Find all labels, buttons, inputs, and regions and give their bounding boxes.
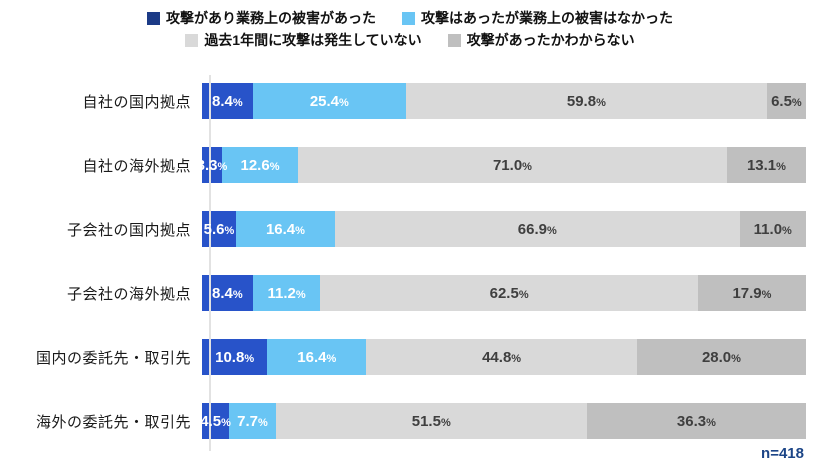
legend-swatch (402, 11, 415, 25)
segment-label: 11.0% (753, 220, 792, 238)
bar-segment: 16.4% (235, 211, 336, 247)
bar-row: 自社の国内拠点 8.4% 25.4% 59.8% 6.5% (0, 69, 820, 133)
legend-item: 攻撃があったかわからない (447, 30, 635, 50)
legend-item: 過去1年間に攻撃は発生していない (185, 30, 422, 50)
category-label: 海外の委託先・取引先 (35, 413, 191, 431)
bar-segment: 36.3% (586, 403, 807, 439)
segment-label: 12.6% (240, 156, 280, 174)
segment-label: 36.3% (676, 412, 716, 430)
segment-label: 8.4% (212, 92, 243, 110)
segment-label: 59.8% (566, 92, 606, 110)
segment-label: 44.8% (482, 348, 522, 366)
bar-segment: 62.5% (320, 275, 698, 311)
bar-segment: 17.9% (697, 275, 806, 311)
bar-track: 8.4% 25.4% 59.8% 6.5% (202, 83, 806, 119)
bar-row: 海外の委託先・取引先 4.5% 7.7% 51.5% 36.3% (0, 389, 820, 453)
legend-swatch (147, 11, 160, 25)
segment-label: 8.4% (212, 284, 243, 302)
bar-segment: 28.0% (636, 339, 807, 375)
segment-label: 6.5% (771, 92, 802, 110)
segment-label: 71.0% (492, 156, 532, 174)
segment-label: 11.2% (267, 284, 306, 302)
bar-track: 5.6% 16.4% 66.9% 11.0% (202, 211, 806, 247)
legend-item: 攻撃はあったが業務上の被害はなかった (402, 8, 673, 28)
legend-row: 攻撃があり業務上の被害があった 攻撃はあったが業務上の被害はなかった (147, 8, 673, 28)
category-label: 自社の国内拠点 (82, 93, 191, 111)
category-label: 自社の海外拠点 (82, 157, 191, 175)
bar-segment: 12.6% (221, 147, 299, 183)
category-label: 国内の委託先・取引先 (35, 349, 191, 367)
segment-label: 17.9% (732, 284, 772, 302)
legend-swatch (447, 33, 461, 47)
bar-track: 10.8% 16.4% 44.8% 28.0% (202, 339, 807, 375)
bar-row: 国内の委託先・取引先 10.8% 16.4% 44.8% 28.0% (0, 325, 820, 389)
segment-label: 7.7% (237, 412, 268, 430)
bar-segment: 51.5% (275, 403, 587, 439)
segment-label: 4.5% (200, 412, 231, 430)
bar-segment: 11.0% (739, 211, 806, 247)
bar-segment: 4.5% (200, 403, 231, 439)
segment-label: 25.4% (309, 92, 349, 110)
segment-label: 66.9% (517, 220, 557, 238)
bar-segment: 13.1% (726, 147, 807, 183)
bar-row: 子会社の海外拠点 8.4% 11.2% 62.5% 17.9% (0, 261, 820, 325)
plot-area: 自社の国内拠点 8.4% 25.4% 59.8% 6.5% 自社の海外拠点 3.3% 12.6… (0, 69, 820, 453)
segment-label: 51.5% (411, 412, 451, 430)
legend-label: 攻撃はあったが業務上の被害はなかった (421, 10, 673, 26)
bar-segment: 66.9% (335, 211, 740, 247)
segment-label: 13.1% (746, 156, 786, 174)
bar-segment: 6.5% (766, 83, 806, 119)
bar-row: 子会社の国内拠点 5.6% 16.4% 66.9% 11.0% (0, 197, 820, 261)
legend-label: 攻撃があったかわからない (466, 32, 635, 48)
segment-label: 28.0% (701, 348, 741, 366)
bar-segment: 44.8% (366, 339, 637, 375)
bar-track: 4.5% 7.7% 51.5% 36.3% (200, 403, 807, 439)
legend-swatch (185, 33, 199, 47)
bar-row: 自社の海外拠点 3.3% 12.6% 71.0% 13.1% (0, 133, 820, 197)
legend-label: 攻撃があり業務上の被害があった (166, 10, 376, 26)
chart-legend: 攻撃があり業務上の被害があった 攻撃はあったが業務上の被害はなかった過去1年間に攻… (0, 0, 820, 50)
bar-segment: 25.4% (252, 83, 406, 119)
bar-segment: 10.8% (202, 339, 268, 375)
legend-item: 攻撃があり業務上の被害があった (147, 8, 376, 28)
sample-size-label: n=418 (761, 445, 804, 462)
segment-label: 10.8% (215, 348, 255, 366)
bar-segment: 7.7% (229, 403, 276, 439)
bar-track: 3.3% 12.6% 71.0% 13.1% (197, 147, 807, 183)
legend-row: 過去1年間に攻撃は発生していない 攻撃があったかわからない (185, 30, 635, 50)
segment-label: 3.3% (196, 156, 228, 174)
bar-segment: 11.2% (252, 275, 321, 311)
bar-segment: 59.8% (405, 83, 767, 119)
bar-segment: 3.3% (197, 147, 227, 183)
legend-label: 過去1年間に攻撃は発生していない (204, 32, 422, 48)
segment-label: 5.6% (203, 220, 235, 238)
segment-label: 16.4% (265, 220, 305, 238)
bar-segment: 16.4% (267, 339, 367, 375)
bar-segment: 71.0% (298, 147, 727, 183)
segment-label: 16.4% (297, 348, 337, 366)
y-axis-line (209, 75, 211, 451)
bar-track: 8.4% 11.2% 62.5% 17.9% (202, 275, 806, 311)
bar-segment: 5.6% (202, 211, 236, 247)
segment-label: 62.5% (489, 284, 529, 302)
category-label: 子会社の国内拠点 (66, 221, 191, 239)
category-label: 子会社の海外拠点 (66, 285, 191, 303)
